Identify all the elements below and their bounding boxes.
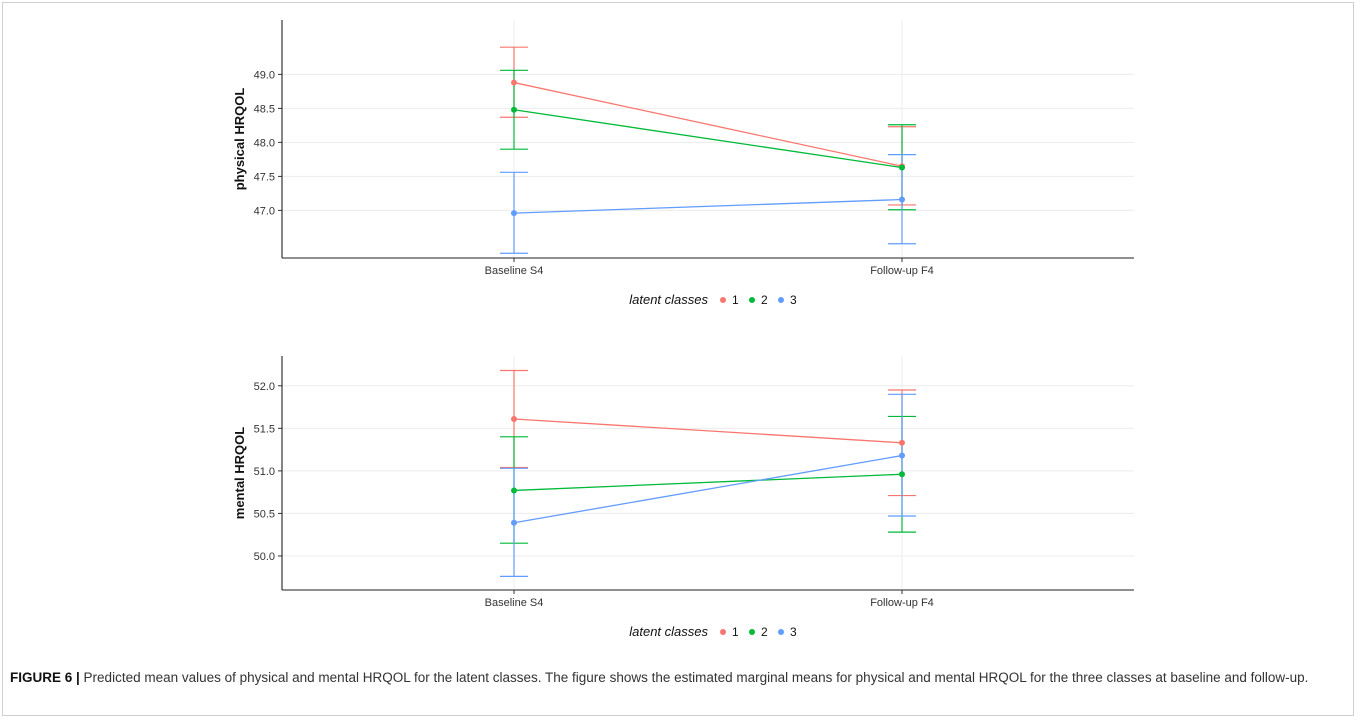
legend-key-3 xyxy=(778,297,784,303)
series-3-line xyxy=(513,454,903,524)
y-tick-label: 48.0 xyxy=(254,137,275,149)
y-tick-label: 52.0 xyxy=(254,381,275,393)
y-tick-label: 50.5 xyxy=(254,508,275,520)
physical-hrqol-panel: 47.0 47.5 48.0 48.5 49.0 Baseline S4 Follow-up… xyxy=(232,20,1134,307)
legend-key-1 xyxy=(720,629,726,635)
series-2-point xyxy=(899,164,905,171)
y-tick-label: 49.0 xyxy=(254,69,275,81)
series-2-line xyxy=(513,473,903,492)
y-axis-title: mental HRQOL xyxy=(232,427,247,520)
series-1-point xyxy=(511,79,517,86)
series-1-line xyxy=(513,418,903,444)
series-3-point xyxy=(511,519,517,526)
legend-label-1: 1 xyxy=(732,293,739,307)
x-tick-label: Follow-up F4 xyxy=(870,265,934,277)
series-3-line xyxy=(513,198,903,214)
series-3-point xyxy=(899,452,905,459)
legend-label-3: 3 xyxy=(790,293,797,307)
legend-label-1: 1 xyxy=(732,625,739,639)
y-tick-label: 51.0 xyxy=(254,466,275,478)
series-2-line xyxy=(513,109,903,169)
legend-label-2: 2 xyxy=(761,293,768,307)
legend-key-2 xyxy=(749,297,755,303)
y-tick-label: 48.5 xyxy=(254,103,275,115)
x-tick-label: Baseline S4 xyxy=(485,597,544,609)
x-tick-label: Baseline S4 xyxy=(485,265,544,277)
y-tick-label: 50.0 xyxy=(254,551,275,563)
legend-label-3: 3 xyxy=(790,625,797,639)
series-2-point xyxy=(899,471,905,478)
caption-label: FIGURE 6 | xyxy=(10,670,80,685)
series-1-point xyxy=(899,439,905,446)
y-tick-label: 47.0 xyxy=(254,205,275,217)
legend: latent classes 1 2 3 xyxy=(629,292,797,307)
y-axis-title: physical HRQOL xyxy=(232,88,247,191)
series-1-line xyxy=(513,81,903,167)
legend-key-3 xyxy=(778,629,784,635)
y-tick-label: 51.5 xyxy=(254,423,275,435)
caption-text: Predicted mean values of physical and me… xyxy=(79,670,1309,685)
series-3-point xyxy=(511,210,517,217)
series-3-point xyxy=(899,196,905,203)
legend-label-2: 2 xyxy=(761,625,768,639)
figure-caption: FIGURE 6 | Predicted mean values of phys… xyxy=(10,668,1340,688)
legend-key-2 xyxy=(749,629,755,635)
mental-hrqol-panel: 50.0 50.5 51.0 51.5 52.0 Baseline S4 Follow-up… xyxy=(232,356,1134,639)
legend: latent classes 1 2 3 xyxy=(629,624,797,639)
legend-key-1 xyxy=(720,297,726,303)
y-tick-label: 47.5 xyxy=(254,171,275,183)
series-1-point xyxy=(511,415,517,422)
series-2-point xyxy=(511,106,517,113)
x-tick-label: Follow-up F4 xyxy=(870,597,934,609)
series-2-point xyxy=(511,487,517,494)
legend-title: latent classes xyxy=(629,624,708,639)
legend-title: latent classes xyxy=(629,292,708,307)
